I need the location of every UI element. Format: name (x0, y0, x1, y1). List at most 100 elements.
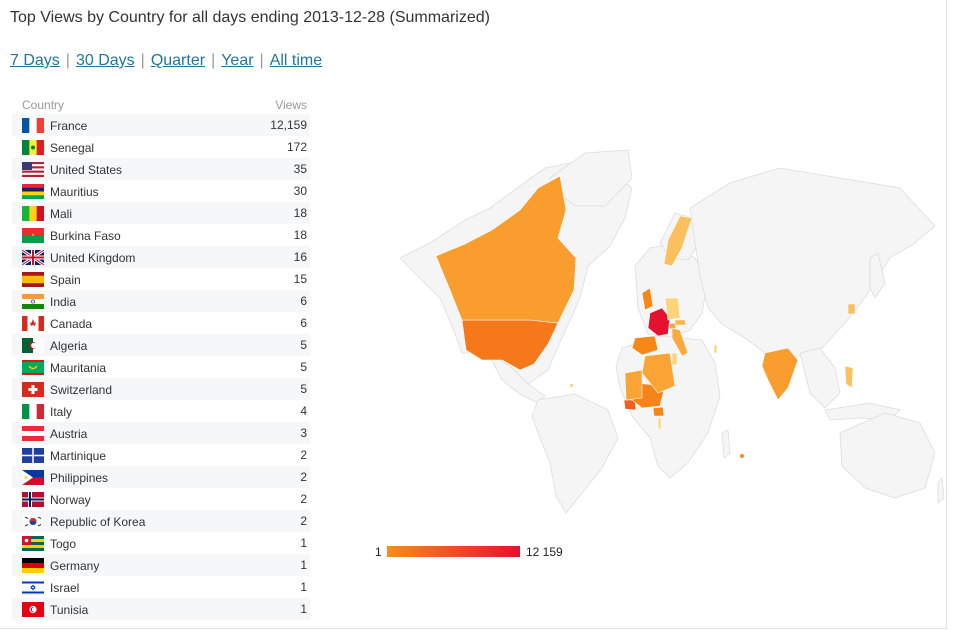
table-row: Italy 4 (12, 400, 310, 422)
table-row: Canada 6 (12, 312, 310, 334)
separator: | (259, 52, 264, 69)
color-legend: 1 12 159 (370, 540, 580, 560)
country-name: United Kingdom (50, 250, 136, 265)
country-cell: India (12, 290, 236, 312)
map-country-mauritius[interactable] (739, 453, 745, 459)
country-cell: Norway (12, 488, 235, 510)
map-country-austria[interactable] (674, 319, 687, 326)
map-country-switzerland[interactable] (668, 322, 677, 330)
country-name: Mauritania (50, 360, 107, 375)
map-country-norway[interactable] (663, 215, 693, 267)
mauritius-flag-icon (22, 183, 44, 199)
mali-flag-icon (22, 205, 44, 221)
map-country-mauritania[interactable] (624, 369, 643, 401)
country-name: Mali (50, 206, 73, 221)
country-cell: Mauritania (12, 356, 235, 378)
country-name: United States (50, 162, 123, 177)
views-value: 2 (300, 492, 307, 506)
country-name: Israel (50, 580, 80, 595)
table-row: Tunisia 1 (12, 598, 310, 620)
country-cell: Israel (12, 576, 235, 598)
views-column-header: Views (275, 98, 307, 112)
world-map (399, 149, 945, 514)
united-states-flag-icon (22, 161, 44, 177)
period-link-30-days[interactable]: 30 Days (75, 52, 135, 69)
country-name: Switzerland (50, 382, 113, 397)
views-value: 1 (300, 536, 307, 550)
map-country-italy[interactable] (671, 327, 689, 357)
country-cell: Togo (12, 532, 235, 554)
map-country-philippines[interactable] (844, 365, 854, 389)
burkina-faso-flag-icon (22, 227, 44, 243)
map-country-germany[interactable] (664, 297, 681, 321)
legend-min-label: 1 (375, 545, 382, 559)
map-country-spain[interactable] (631, 335, 659, 356)
table-row: Philippines 2 (12, 466, 310, 488)
table-row: Israel 1 (12, 576, 310, 598)
map-country-republic-of-korea[interactable] (847, 303, 856, 315)
country-name: Norway (50, 492, 91, 507)
table-row: Mali 18 (12, 202, 310, 224)
table-row: Togo 1 (12, 532, 310, 554)
country-name: Senegal (50, 140, 95, 155)
tunisia-flag-icon (22, 601, 44, 617)
views-value: 4 (300, 404, 307, 418)
country-name: Togo (50, 536, 77, 551)
country-cell: Italy (12, 400, 235, 422)
legend-max-label: 12 159 (526, 545, 563, 559)
views-value: 12,159 (235, 114, 310, 136)
map-country-united-kingdom[interactable] (641, 287, 654, 311)
views-value: 16 (235, 246, 310, 268)
map-country-india[interactable] (761, 347, 799, 401)
map-country-canada[interactable] (435, 175, 577, 324)
map-country-tunisia[interactable] (671, 352, 678, 366)
country-name: Austria (50, 426, 88, 441)
views-value: 3 (235, 422, 310, 444)
germany-flag-icon (22, 557, 44, 573)
table-row: India 6 (12, 290, 310, 312)
page-title: Top Views by Country for all days ending… (10, 9, 490, 26)
map-country-martinique[interactable] (569, 383, 574, 388)
country-cell: Mali (12, 202, 236, 224)
country-name: Philippines (50, 470, 109, 485)
map-country-israel[interactable] (713, 344, 718, 354)
period-link-7-days[interactable]: 7 Days (10, 52, 60, 69)
table-row: Switzerland 5 (12, 378, 310, 400)
legend-gradient-bar (387, 546, 520, 557)
country-cell: Mauritius (12, 180, 235, 202)
views-value: 1 (235, 554, 310, 576)
map-country-france[interactable] (647, 307, 671, 337)
country-cell: United States (12, 158, 236, 180)
period-link-all-time[interactable]: All time (269, 52, 323, 69)
period-link-year[interactable]: Year (221, 52, 254, 69)
martinique-flag-icon (22, 447, 44, 463)
southeast-asia-landmass (799, 347, 841, 409)
asia-landmass (689, 167, 936, 359)
senegal-flag-icon (22, 139, 44, 155)
map-country-togo[interactable] (657, 417, 662, 430)
period-link-quarter[interactable]: Quarter (150, 52, 206, 69)
norway-flag-icon (22, 491, 44, 507)
country-name: Martinique (50, 448, 107, 463)
views-value: 1 (235, 598, 310, 620)
views-value: 172 (286, 140, 307, 154)
country-cell: United Kingdom (12, 246, 236, 268)
table-row: United States 35 (12, 158, 310, 180)
country-cell: Senegal (12, 136, 235, 158)
table-row: Senegal 172 (12, 136, 310, 158)
table-row: France 12,159 (12, 114, 310, 136)
map-country-algeria[interactable] (641, 352, 676, 394)
map-country-burkina-faso[interactable] (652, 406, 665, 417)
austria-flag-icon (22, 425, 44, 441)
map-country-senegal[interactable] (623, 399, 637, 411)
switzerland-flag-icon (22, 381, 44, 397)
canada-flag-icon (22, 315, 44, 331)
country-views-table: Country Views France 12,159 Senegal 172 Unit… (12, 96, 310, 620)
country-name: Canada (50, 316, 93, 331)
philippines-flag-icon (22, 469, 44, 485)
country-name: Tunisia (50, 602, 89, 617)
separator: | (140, 52, 145, 69)
table-row: Republic of Korea 2 (12, 510, 310, 532)
country-cell: Tunisia (12, 598, 236, 620)
